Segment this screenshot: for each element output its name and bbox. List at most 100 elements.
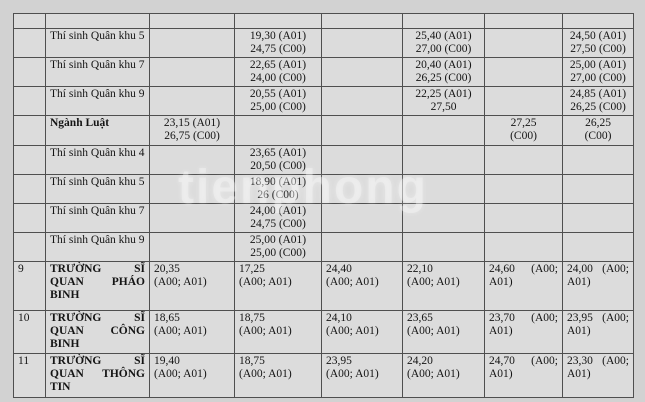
row-number-cell [13, 232, 46, 262]
score-cell [149, 145, 235, 175]
name-cell: Thí sinh Quân khu 7 [45, 57, 150, 87]
score-cell [321, 115, 403, 146]
score-cell: 24,00 (A00; A01) [562, 261, 634, 311]
score-cell [484, 57, 563, 87]
admission-table-body: Thí sinh Quân khu 5 19,30 (A01) 24,75 (C0… [13, 13, 634, 398]
score-cell: 23,65 (A01) 20,50 (C00) [234, 145, 322, 175]
row-number-cell [13, 115, 46, 146]
score-cell: 24,10 (A00; A01) [321, 310, 403, 354]
score-cell: 19,30 (A01) 24,75 (C00) [234, 28, 322, 58]
score-cell: 17,25 (A00; A01) [234, 261, 322, 311]
row-number-cell: 11 [13, 353, 46, 398]
score-cell: 22,10 (A00; A01) [402, 261, 485, 311]
score-cell: 18,90 (A01) 26 (C00) [234, 174, 322, 204]
table-row: 9 TRƯỜNG SĨ QUAN PHÁO BINH 20,35 (A00; A01… [13, 261, 634, 311]
table-row: Thí sinh Quân khu 7 24,00 (A01) 24,75 (C0… [13, 203, 634, 233]
score-cell [402, 232, 485, 262]
row-number-cell: 9 [13, 261, 46, 311]
score-cell: 19,40 (A00; A01) [149, 353, 235, 398]
score-cell: 24,20 (A00; A01) [402, 353, 485, 398]
score-cell [402, 203, 485, 233]
score-cell [234, 115, 322, 146]
table-row: Thí sinh Quân khu 7 22,65 (A01) 24,00 (C0… [13, 57, 634, 87]
score-cell [149, 57, 235, 87]
row-number-cell [13, 145, 46, 175]
score-cell [321, 174, 403, 204]
score-cell: 22,25 (A01) 27,50 [402, 86, 485, 116]
table-row: Ngành Luật 23,15 (A01) 26,75 (C00) 27,25 (… [13, 115, 634, 146]
score-cell [234, 13, 322, 29]
score-cell [321, 13, 403, 29]
score-cell: 23,30 (A00; A01) [562, 353, 634, 398]
row-number-cell [13, 203, 46, 233]
score-cell: 20,35 (A00; A01) [149, 261, 235, 311]
score-cell: 25,40 (A01) 27,00 (C00) [402, 28, 485, 58]
score-cell: 24,00 (A01) 24,75 (C00) [234, 203, 322, 233]
score-cell [562, 13, 634, 29]
score-cell [562, 203, 634, 233]
score-cell: 26,25 (C00) [562, 115, 634, 146]
name-cell: Thí sinh Quân khu 5 [45, 28, 150, 58]
row-number-cell: 10 [13, 310, 46, 354]
table-row: Thí sinh Quân khu 9 25,00 (A01) 25,00 (C0… [13, 232, 634, 262]
row-number-cell [13, 86, 46, 116]
row-number-cell [13, 28, 46, 58]
name-cell: Thí sinh Quân khu 7 [45, 203, 150, 233]
name-cell: Ngành Luật [45, 115, 150, 146]
score-cell [484, 174, 563, 204]
score-cell: 24,50 (A01) 27,50 (C00) [562, 28, 634, 58]
score-cell: 18,75 (A00; A01) [234, 353, 322, 398]
admission-scores-table-wrap: Thí sinh Quân khu 5 19,30 (A01) 24,75 (C0… [13, 13, 634, 398]
score-cell: 23,95 (A00; A01) [562, 310, 634, 354]
score-cell: 23,15 (A01) 26,75 (C00) [149, 115, 235, 146]
score-cell [484, 232, 563, 262]
table-row: Thí sinh Quân khu 5 18,90 (A01) 26 (C00) [13, 174, 634, 204]
score-cell [484, 203, 563, 233]
score-cell: 18,75 (A00; A01) [234, 310, 322, 354]
score-cell [321, 232, 403, 262]
score-cell [149, 203, 235, 233]
score-cell: 20,55 (A01) 25,00 (C00) [234, 86, 322, 116]
table-row: Thí sinh Quân khu 4 23,65 (A01) 20,50 (C0… [13, 145, 634, 175]
score-cell [321, 57, 403, 87]
table-row: 10 TRƯỜNG SĨ QUAN CÔNG BINH 18,65 (A00; A0… [13, 310, 634, 354]
score-cell [321, 28, 403, 58]
score-cell [402, 174, 485, 204]
name-cell: Thí sinh Quân khu 5 [45, 174, 150, 204]
score-cell: 22,65 (A01) 24,00 (C00) [234, 57, 322, 87]
score-cell [484, 145, 563, 175]
score-cell [484, 13, 563, 29]
score-cell [321, 203, 403, 233]
score-cell [149, 174, 235, 204]
score-cell [321, 86, 403, 116]
score-cell [484, 86, 563, 116]
table-row: 11 TRƯỜNG SĨ QUAN THÔNG TIN 19,40 (A00; A0… [13, 353, 634, 398]
score-cell: 24,70 (A00; A01) [484, 353, 563, 398]
score-cell [149, 232, 235, 262]
score-cell: 27,25 (C00) [484, 115, 563, 146]
score-cell [562, 232, 634, 262]
name-cell: TRƯỜNG SĨ QUAN PHÁO BINH [45, 261, 150, 311]
table-row [13, 13, 634, 29]
name-cell: Thí sinh Quân khu 4 [45, 145, 150, 175]
row-number-cell [13, 57, 46, 87]
score-cell [562, 145, 634, 175]
admission-scores-table: Thí sinh Quân khu 5 19,30 (A01) 24,75 (C0… [13, 13, 634, 398]
name-cell: Thí sinh Quân khu 9 [45, 232, 150, 262]
score-cell [402, 13, 485, 29]
score-cell: 23,65 (A00; A01) [402, 310, 485, 354]
score-cell: 25,00 (A01) 27,00 (C00) [562, 57, 634, 87]
score-cell: 20,40 (A01) 26,25 (C00) [402, 57, 485, 87]
name-cell: TRƯỜNG SĨ QUAN THÔNG TIN [45, 353, 150, 398]
score-cell: 24,40 (A00; A01) [321, 261, 403, 311]
score-cell [484, 28, 563, 58]
score-cell [321, 145, 403, 175]
table-row: Thí sinh Quân khu 9 20,55 (A01) 25,00 (C0… [13, 86, 634, 116]
score-cell: 18,65 (A00; A01) [149, 310, 235, 354]
score-cell [149, 28, 235, 58]
score-cell: 24,85 (A01) 26,25 (C00) [562, 86, 634, 116]
score-cell: 23,95 (A00; A01) [321, 353, 403, 398]
score-cell [149, 86, 235, 116]
row-number-cell [13, 13, 46, 29]
